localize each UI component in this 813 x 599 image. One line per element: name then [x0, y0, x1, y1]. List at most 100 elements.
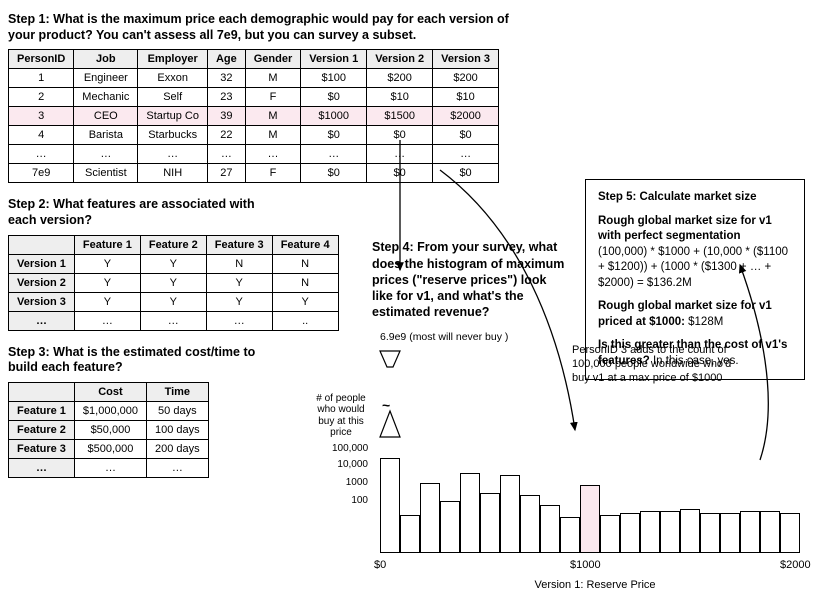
histogram-bar — [720, 513, 740, 553]
table-cell: Y — [272, 292, 338, 311]
table-cell: … — [9, 311, 75, 330]
table-cell: $0 — [367, 126, 433, 145]
funnel-icon — [378, 349, 402, 369]
table-cell: Y — [206, 273, 272, 292]
table-cell: … — [74, 145, 138, 164]
table-cell: … — [74, 458, 146, 477]
step2-title: Step 2: What features are associated wit… — [8, 197, 268, 228]
step2-table: Feature 1Feature 2Feature 3Feature 4Vers… — [8, 235, 339, 331]
table-cell: 27 — [207, 164, 245, 183]
table-header — [9, 235, 75, 254]
step3-section: Step 3: What is the estimated cost/time … — [8, 345, 358, 478]
table-row: Version 2YYYN — [9, 273, 339, 292]
table-header: Employer — [138, 50, 208, 69]
table-cell: 50 days — [146, 401, 208, 420]
table-row: …………………… — [9, 145, 499, 164]
histogram-bar — [740, 511, 760, 553]
histogram-bar — [520, 495, 540, 553]
table-row: Feature 1$1,000,00050 days — [9, 401, 209, 420]
table-cell: … — [207, 145, 245, 164]
histogram-area: 6.9e9 (most will never buy ) ~ # of peop… — [372, 331, 805, 591]
table-cell: CEO — [74, 107, 138, 126]
histogram-bar — [660, 511, 680, 553]
table-row: 3CEOStartup Co39M$1000$1500$2000 — [9, 107, 499, 126]
table-cell: Feature 3 — [9, 439, 75, 458]
table-cell: F — [245, 164, 301, 183]
table-row: Feature 3$500,000200 days — [9, 439, 209, 458]
table-cell: Feature 1 — [9, 401, 75, 420]
histogram-bar — [500, 475, 520, 553]
table-cell: Barista — [74, 126, 138, 145]
table-row: Version 1YYNN — [9, 254, 339, 273]
table-header: Gender — [245, 50, 301, 69]
table-cell: Version 1 — [9, 254, 75, 273]
ytick: 10,000 — [332, 459, 368, 470]
step5-p1: Rough global market size for v1 with per… — [598, 214, 792, 292]
table-cell: 1 — [9, 69, 74, 88]
table-header: Cost — [74, 382, 146, 401]
histogram-bar — [640, 511, 660, 553]
table-cell: Y — [206, 292, 272, 311]
step3-table: CostTimeFeature 1$1,000,00050 daysFeatur… — [8, 382, 209, 478]
y-axis-label: # of people who would buy at this price — [310, 393, 372, 439]
table-cell: $200 — [433, 69, 499, 88]
table-row: ………….. — [9, 311, 339, 330]
table-cell: $1500 — [367, 107, 433, 126]
table-row: 4BaristaStarbucks22M$0$0$0 — [9, 126, 499, 145]
histogram-bar — [600, 515, 620, 553]
step1-table: PersonIDJobEmployerAgeGenderVersion 1Ver… — [8, 49, 499, 183]
table-cell: $10 — [433, 88, 499, 107]
table-cell: … — [74, 311, 140, 330]
table-cell: N — [272, 254, 338, 273]
x-axis-title: Version 1: Reserve Price — [380, 579, 810, 591]
step3-title: Step 3: What is the estimated cost/time … — [8, 345, 288, 376]
histogram-bar — [460, 473, 480, 553]
table-cell: Y — [140, 292, 206, 311]
histogram-bar — [420, 483, 440, 553]
table-cell: … — [206, 311, 272, 330]
table-cell: … — [146, 458, 208, 477]
histogram-bar — [680, 509, 700, 553]
table-cell: … — [9, 145, 74, 164]
table-cell: 22 — [207, 126, 245, 145]
table-cell: .. — [272, 311, 338, 330]
table-cell: $0 — [433, 164, 499, 183]
table-cell: M — [245, 107, 301, 126]
step4-title: Step 4: From your survey, what does the … — [372, 239, 567, 320]
table-header: Job — [74, 50, 138, 69]
table-row: 2MechanicSelf23F$0$10$10 — [9, 88, 499, 107]
table-cell: Y — [74, 254, 140, 273]
histogram-bar — [780, 513, 800, 553]
step2-section: Step 2: What features are associated wit… — [8, 197, 358, 330]
ytick: 1000 — [332, 477, 368, 488]
table-cell: $50,000 — [74, 420, 146, 439]
ytick: 100 — [332, 495, 368, 506]
table-cell: … — [433, 145, 499, 164]
table-cell: $200 — [367, 69, 433, 88]
table-cell: Version 3 — [9, 292, 75, 311]
step1-title: Step 1: What is the maximum price each d… — [8, 12, 538, 43]
table-cell: $0 — [301, 88, 367, 107]
xlabel-right: $2000 — [780, 559, 811, 571]
table-cell: $10 — [367, 88, 433, 107]
histogram-chart — [380, 373, 810, 553]
table-cell: Engineer — [74, 69, 138, 88]
table-cell: M — [245, 69, 301, 88]
table-cell: $0 — [367, 164, 433, 183]
table-cell: Version 2 — [9, 273, 75, 292]
table-row: Feature 2$50,000100 days — [9, 420, 209, 439]
table-cell: $1000 — [301, 107, 367, 126]
table-header: Version 1 — [301, 50, 367, 69]
table-cell: … — [140, 311, 206, 330]
table-header: Feature 2 — [140, 235, 206, 254]
table-cell: N — [206, 254, 272, 273]
table-cell: Y — [74, 273, 140, 292]
table-cell: Y — [140, 254, 206, 273]
table-cell: 3 — [9, 107, 74, 126]
table-cell: $0 — [433, 126, 499, 145]
table-cell: Startup Co — [138, 107, 208, 126]
table-header: Version 2 — [367, 50, 433, 69]
histogram-bar — [480, 493, 500, 553]
table-cell: Exxon — [138, 69, 208, 88]
table-header: Feature 1 — [74, 235, 140, 254]
